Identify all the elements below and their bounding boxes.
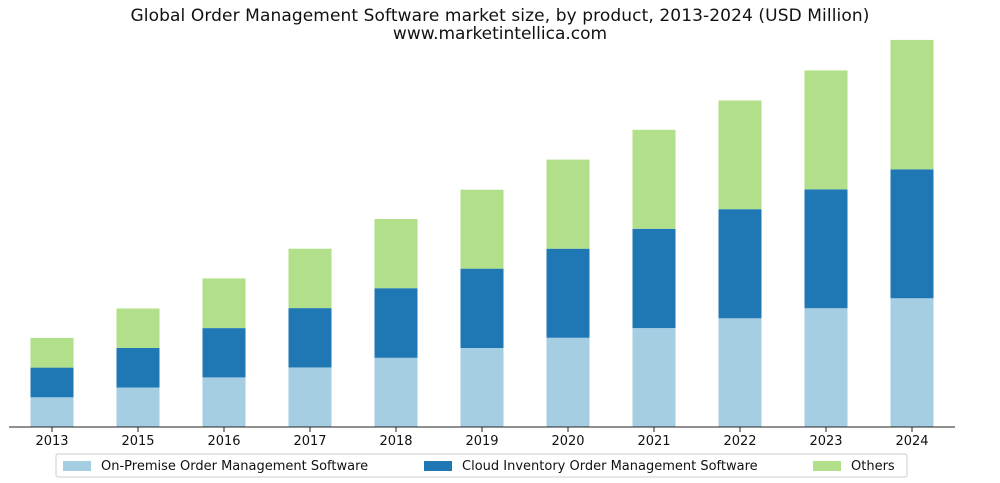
chart-subtitle: www.marketintellica.com [392,24,608,44]
bar-2017-series-1 [288,308,332,368]
bar-2015-series-1 [116,348,160,388]
bar-2023-series-0 [804,308,848,427]
bar-2020-series-1 [546,248,590,338]
bar-2013-series-0 [30,397,74,427]
x-tick-label-2018: 2018 [379,434,412,449]
bar-2018-series-1 [374,288,418,358]
x-tick-label-2017: 2017 [293,434,326,449]
legend-swatch-2 [813,461,841,471]
bar-2022-series-0 [718,318,762,427]
x-tick-label-2015: 2015 [121,434,154,449]
legend-label-1: Cloud Inventory Order Management Softwar… [462,459,758,474]
bar-2013-series-2 [30,337,74,368]
bar-2022-series-1 [718,209,762,319]
bar-2016-series-0 [202,377,246,427]
bar-2016-series-2 [202,278,246,329]
legend-label-2: Others [851,459,895,474]
bar-2020-series-2 [546,159,590,249]
bar-2021-series-2 [632,129,676,229]
bar-2016-series-1 [202,328,246,378]
bar-2015-series-0 [116,387,160,427]
legend: On-Premise Order Management Software Clo… [55,453,908,478]
legend-label-0: On-Premise Order Management Software [101,459,368,474]
bar-2017-series-0 [288,367,332,427]
x-tick-label-2016: 2016 [207,434,240,449]
bar-2020-series-0 [546,337,590,427]
bar-2021-series-1 [632,228,676,329]
x-ticks-group: 2013 2015 2016 2017 2018 2019 2020 2021 2022 2023… [35,427,929,449]
bar-2019-series-2 [460,189,504,269]
legend-swatch-1 [424,461,452,471]
bar-2017-series-2 [288,248,332,309]
chart-title: Global Order Management Software market … [130,6,870,26]
bar-2022-series-2 [718,100,762,210]
bar-2024-series-1 [890,169,934,299]
bar-2019-series-0 [460,348,504,427]
bar-2023-series-1 [804,189,848,309]
bar-2018-series-0 [374,357,418,427]
bar-2024-series-0 [890,298,934,427]
bar-2024-series-2 [890,39,934,170]
x-tick-label-2013: 2013 [35,434,68,449]
bars-group [30,39,934,427]
bar-2023-series-2 [804,70,848,190]
legend-frame [55,453,908,478]
x-tick-label-2022: 2022 [723,434,756,449]
x-tick-label-2021: 2021 [637,434,670,449]
bar-2021-series-0 [632,328,676,427]
x-tick-label-2024: 2024 [895,434,928,449]
x-tick-label-2019: 2019 [465,434,498,449]
bar-2015-series-2 [116,308,160,348]
bar-2018-series-2 [374,219,418,289]
bar-2019-series-1 [460,268,504,348]
bar-2013-series-1 [30,367,74,398]
x-tick-label-2020: 2020 [551,434,584,449]
legend-swatch-0 [63,461,91,471]
x-tick-label-2023: 2023 [809,434,842,449]
